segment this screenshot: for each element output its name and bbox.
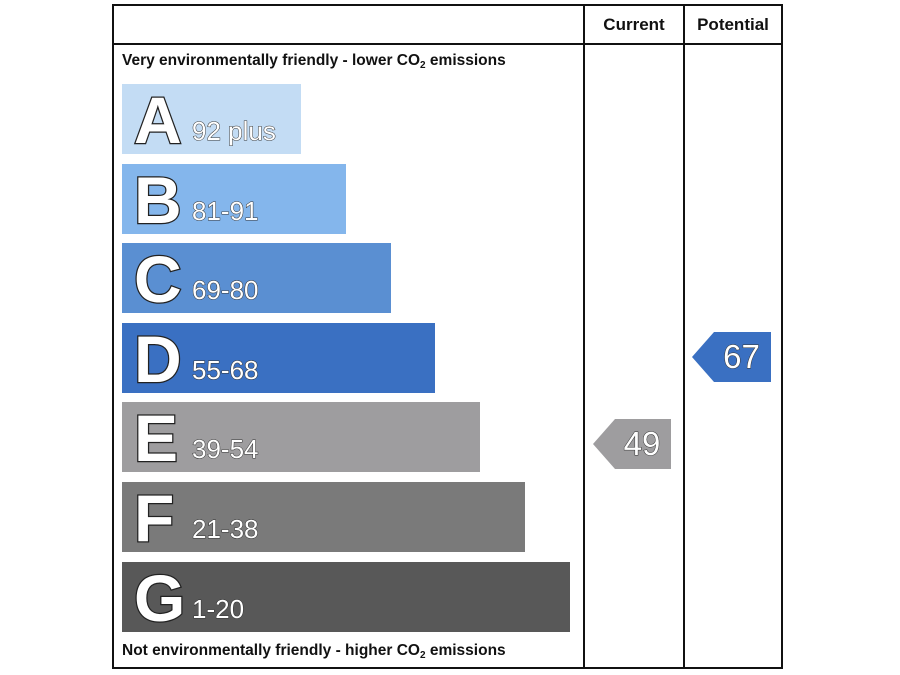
band-letter: D xyxy=(133,321,183,396)
band-letter: F xyxy=(133,481,176,555)
current-column-header: Current xyxy=(603,15,665,34)
band-letter: G xyxy=(133,560,187,635)
band-g: G 1-20 xyxy=(122,560,570,635)
top-caption-subscript: 2 xyxy=(420,60,426,71)
current-rating-value: 49 xyxy=(623,425,661,463)
current-rating-arrow: 49 xyxy=(593,419,671,470)
bottom-caption-subscript: 2 xyxy=(419,650,426,661)
top-caption: Very environmentally friendly - lower CO… xyxy=(122,52,506,71)
band-range: 1-20 xyxy=(191,593,245,624)
top-caption-suffix: emissions xyxy=(425,52,506,69)
bottom-caption-suffix: emissions xyxy=(425,642,506,659)
potential-rating-arrow: 67 xyxy=(692,331,771,382)
band-a: A 92 plus xyxy=(122,84,301,154)
current-arrow-shape xyxy=(593,419,671,470)
potential-arrow-shape xyxy=(692,331,771,382)
header-divider xyxy=(112,43,783,45)
band-letter: A xyxy=(133,83,183,157)
column-divider-current xyxy=(583,4,585,669)
top-caption-text: Very environmentally friendly - lower CO xyxy=(122,52,421,69)
band-f: F 21-38 xyxy=(122,482,525,552)
band-e: E 39-54 xyxy=(122,401,481,476)
column-divider-potential xyxy=(683,4,685,669)
band-letter: E xyxy=(133,401,180,476)
band-range: 92 plus xyxy=(192,116,277,146)
band-range: 69-80 xyxy=(192,275,259,306)
bottom-caption: Not environmentally friendly - higher CO… xyxy=(122,642,506,661)
band-range: 81-91 xyxy=(192,195,259,226)
band-letter: C xyxy=(133,242,183,317)
band-letter: B xyxy=(133,162,183,237)
band-c: C 69-80 xyxy=(122,243,391,313)
band-range: 21-38 xyxy=(192,514,259,544)
band-d: D 55-68 xyxy=(122,321,436,396)
bottom-caption-text: Not environmentally friendly - higher CO xyxy=(122,642,420,659)
band-range: 39-54 xyxy=(192,434,259,465)
band-b: B 81-91 xyxy=(122,162,346,237)
potential-rating-value: 67 xyxy=(723,337,761,375)
rating-table-frame xyxy=(112,4,783,669)
band-range: 55-68 xyxy=(192,354,259,385)
potential-column-header: Potential xyxy=(697,15,769,34)
